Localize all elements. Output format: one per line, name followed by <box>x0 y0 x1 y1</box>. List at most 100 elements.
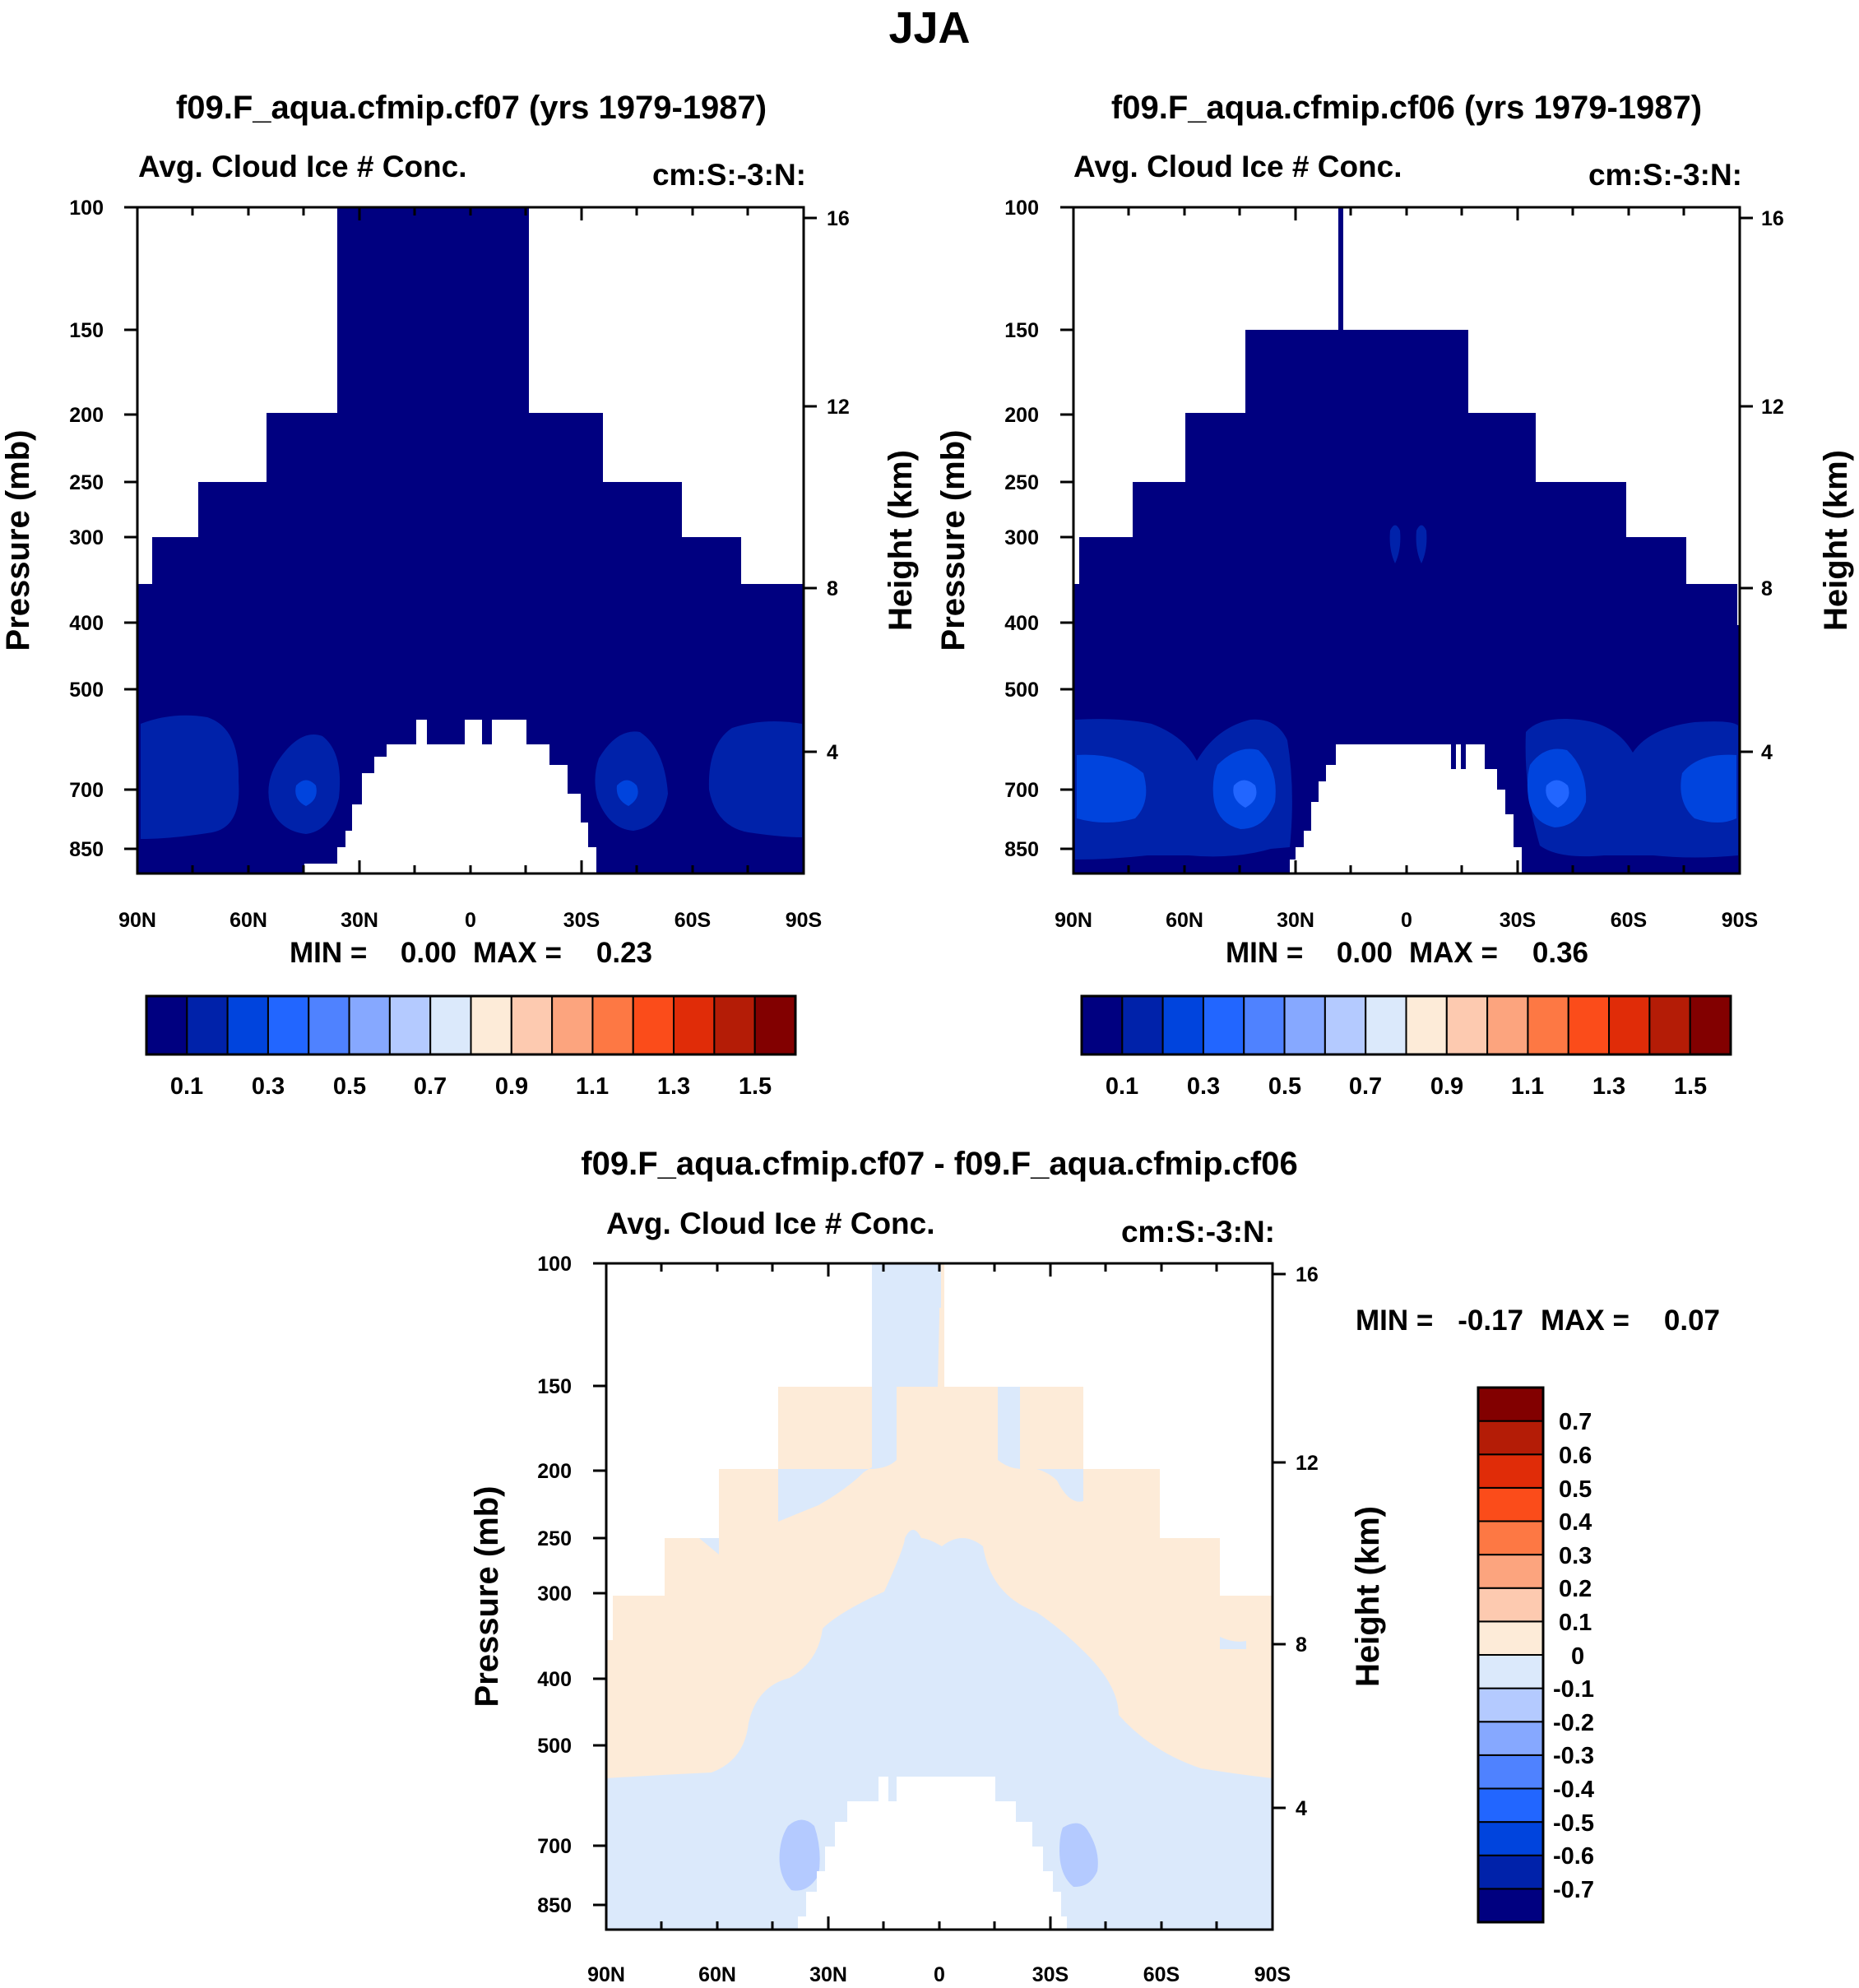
colorbar-swatch <box>632 995 675 1055</box>
x-tick-label: 90N <box>118 909 156 932</box>
y-tick-label: 850 <box>69 838 104 861</box>
colorbar-swatch <box>510 995 554 1055</box>
y-tick-label: 150 <box>1004 319 1039 342</box>
topography-mask <box>304 720 596 874</box>
min-label: MIN = <box>290 937 367 969</box>
colorbar-swatch <box>1477 1654 1544 1689</box>
y2-tick-label: 16 <box>827 207 850 230</box>
y-tick-label: 400 <box>1004 612 1039 635</box>
colorbar-swatch <box>753 995 796 1055</box>
colorbar-label: 0.1 <box>1106 1073 1138 1100</box>
colorbar-swatch <box>1243 995 1286 1055</box>
colorbar-swatch <box>1477 1486 1544 1522</box>
colorbar-labels: 0.7 0.6 0.5 0.4 0.3 0.2 0.1 0 -0.1 -0.2 … <box>1553 1409 1594 1903</box>
colorbar-swatch <box>1477 1554 1544 1589</box>
y-tick-labels: 100 150 200 250 300 400 500 700 850 <box>537 1253 572 1917</box>
colorbar-label: -0.6 <box>1553 1843 1594 1870</box>
colorbar-swatch <box>1477 1453 1544 1489</box>
x-tick-label: 0 <box>1401 909 1412 932</box>
topography-mask <box>798 1777 1067 1930</box>
topography-mask <box>1290 744 1522 874</box>
colorbar-label: 1.1 <box>576 1073 609 1100</box>
colorbar-label: 1.3 <box>657 1073 690 1100</box>
colorbar-swatch <box>1477 1420 1544 1456</box>
field-level-neg0 <box>998 1387 1020 1469</box>
field-level-neg0 <box>606 1263 1273 1930</box>
x-tick-label: 30S <box>563 909 600 932</box>
y2-tick-label: 8 <box>827 577 838 600</box>
colorbar-swatch <box>1567 995 1611 1055</box>
colorbar-label: 0.1 <box>170 1073 203 1100</box>
field-level-1 <box>708 721 802 837</box>
colorbar-label: -0.4 <box>1553 1777 1594 1803</box>
max-value: 0.36 <box>1532 937 1588 969</box>
x-tick-label: 30N <box>1277 909 1314 932</box>
x-tick-label: 30S <box>1032 1963 1069 1986</box>
y-tick-label: 400 <box>69 612 104 635</box>
x-tick-labels: 90N 60N 30N 0 30S 60S 90S <box>118 909 822 932</box>
colorbar-swatch <box>1477 1821 1544 1856</box>
y-tick-label: 200 <box>69 404 104 427</box>
x-tick-label: 60S <box>1143 1963 1180 1986</box>
x-tick-label: 60S <box>675 909 711 932</box>
figure-title: JJA <box>888 3 970 53</box>
colorbar-labels: 0.1 0.3 0.5 0.7 0.9 1.1 1.3 1.5 <box>170 1073 772 1100</box>
colorbar-swatch <box>1477 1721 1544 1756</box>
field-level-pos0 <box>719 1387 872 1538</box>
y-tick-label: 500 <box>537 1735 572 1758</box>
y-tick-label: 500 <box>1004 679 1039 702</box>
field-level-0 <box>1073 207 1740 874</box>
colorbar-swatch <box>146 995 188 1055</box>
axis-ticks <box>593 1262 1286 1930</box>
colorbar-swatch <box>1689 995 1732 1055</box>
colorbar-swatch <box>1405 995 1448 1055</box>
colorbar-label: 0.1 <box>1559 1610 1592 1636</box>
colorbar <box>145 994 797 1056</box>
y2-tick-label: 12 <box>1761 396 1784 419</box>
colorbar-swatch <box>1081 995 1124 1055</box>
field-level-1 <box>141 715 239 839</box>
colorbar-swatch <box>1161 995 1204 1055</box>
plot-area <box>1072 206 1741 875</box>
x-tick-label: 60N <box>1166 909 1203 932</box>
field-level-1 <box>595 731 668 831</box>
y-axis-label: Pressure (mb) <box>0 430 36 651</box>
max-label: MAX = <box>1409 937 1498 969</box>
colorbar-label: 0.5 <box>333 1073 366 1100</box>
colorbar-label: 0.7 <box>414 1073 447 1100</box>
colorbar-swatch <box>1486 995 1529 1055</box>
y-tick-label: 400 <box>537 1668 572 1691</box>
panel-case2: f09.F_aqua.cfmip.cf06 (yrs 1979-1987) Av… <box>935 90 1854 1100</box>
colorbar <box>1477 1386 1545 1924</box>
max-label: MAX = <box>473 937 562 969</box>
colorbar-swatch <box>1202 995 1245 1055</box>
y-tick-label: 850 <box>537 1894 572 1917</box>
plot-area <box>136 206 805 875</box>
min-value: 0.00 <box>1337 937 1393 969</box>
units-label: cm:S:-3:N: <box>1588 158 1742 192</box>
x-tick-label: 30N <box>809 1963 847 1986</box>
y-tick-label: 200 <box>1004 404 1039 427</box>
colorbar-swatch <box>673 995 716 1055</box>
field-level-neg0 <box>868 1699 879 1724</box>
y2-tick-label: 4 <box>1296 1797 1307 1820</box>
colorbar <box>1080 994 1732 1056</box>
y-tick-label: 700 <box>1004 779 1039 802</box>
y-tick-label: 200 <box>537 1460 572 1483</box>
colorbar-label: 1.3 <box>1592 1073 1625 1100</box>
colorbar-frame <box>1477 1386 1545 1924</box>
colorbar-label: 0.6 <box>1559 1443 1592 1469</box>
colorbar-label: 0.5 <box>1559 1476 1592 1503</box>
colorbar-swatch <box>1365 995 1407 1055</box>
colorbar-swatch <box>470 995 512 1055</box>
y-tick-label: 150 <box>69 319 104 342</box>
y-tick-label: 250 <box>1004 471 1039 494</box>
colorbar-label: 0.2 <box>1559 1576 1592 1602</box>
y-tick-label: 100 <box>1004 197 1039 220</box>
x-tick-label: 90S <box>786 909 822 932</box>
colorbar-label: 0.7 <box>1559 1409 1592 1435</box>
colorbar-swatch <box>1283 995 1326 1055</box>
colorbar-swatch <box>1477 1787 1544 1823</box>
axis-ticks <box>1060 206 1753 874</box>
